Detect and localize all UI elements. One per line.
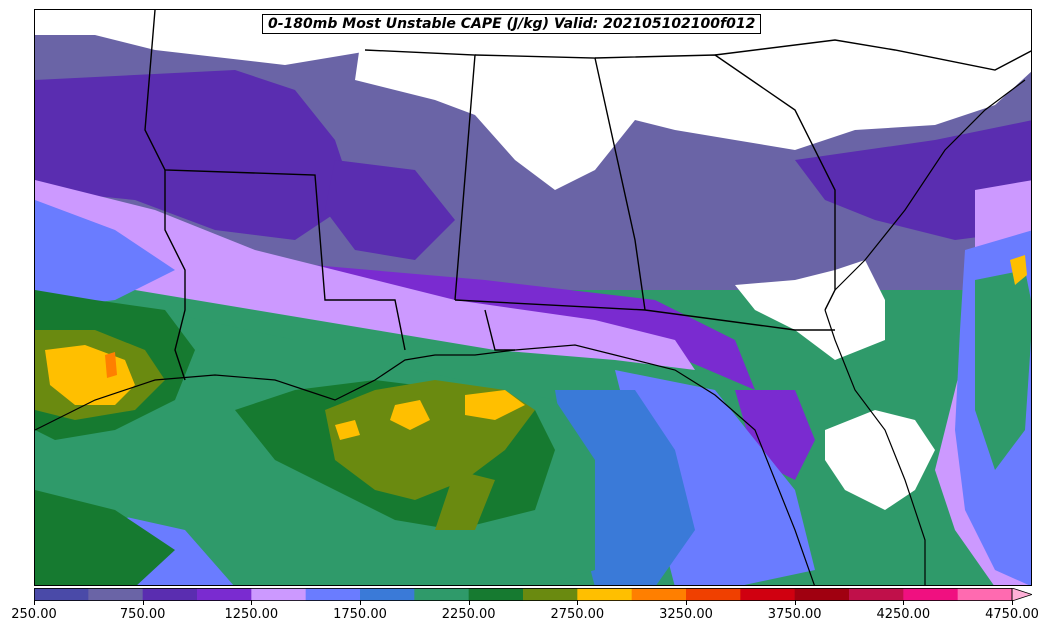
colorbar-tick-mark: [577, 600, 579, 605]
colorbar-segment: [34, 588, 89, 601]
colorbar-segment: [686, 588, 741, 601]
colorbar-tick-labels: 250.00 750.00 1250.00 1750.00 2250.00 2750.00…: [0, 600, 1042, 630]
colorbar-segment: [360, 588, 415, 601]
field-2750-atlantic: [1010, 255, 1027, 285]
colorbar-tick-label: 4750.00: [985, 607, 1039, 622]
colorbar-segment: [849, 588, 904, 601]
colorbar-segment: [631, 588, 687, 601]
colorbar-segment: [142, 588, 198, 601]
chart-title: 0-180mb Most Unstable CAPE (J/kg) Valid:…: [262, 14, 762, 34]
colorbar: [34, 588, 1032, 601]
colorbar-tick-label: 1750.00: [333, 607, 387, 622]
colorbar-tick-mark: [903, 600, 905, 605]
colorbar-segment: [468, 588, 524, 601]
colorbar-tick-label: 1250.00: [224, 607, 279, 622]
colorbar-segment: [414, 588, 470, 601]
colorbar-segment: [197, 588, 252, 601]
colorbar-tick-label: 3250.00: [659, 607, 713, 622]
colorbar-segment: [794, 588, 850, 601]
colorbar-tick-mark: [686, 600, 687, 605]
field-1500-west: [35, 200, 175, 310]
field-none-east: [735, 260, 885, 360]
field-750-central: [325, 160, 455, 260]
coastline: [35, 79, 1026, 585]
field-2750-gulf-a: [465, 390, 525, 420]
colorbar-tick-label: 750.00: [119, 607, 166, 622]
field-1250-band: [35, 180, 695, 370]
colorbar-segment: [251, 588, 307, 601]
field-3000-texas: [105, 352, 117, 378]
colorbar-segment: [577, 588, 633, 601]
field-2500-streak: [435, 470, 495, 530]
map-panel: [34, 9, 1032, 586]
colorbar-tick-mark: [468, 600, 470, 605]
colorbar-outline: [34, 588, 1013, 601]
field-2000-atlantic: [975, 270, 1031, 470]
field-2750-gulf-c: [335, 420, 360, 440]
field-none-florida: [825, 410, 935, 510]
colorbar-segment: [523, 588, 578, 601]
colorbar-tick-mark: [142, 600, 144, 605]
field-750-east: [795, 120, 1031, 240]
colorbar-tick-label: 4250.00: [876, 607, 931, 622]
colorbar-tick-mark: [360, 600, 361, 605]
field-2750-gulf-b: [390, 400, 430, 430]
colorbar-tick-mark: [251, 600, 253, 605]
colorbar-tick-mark: [794, 600, 796, 605]
field-750-west: [35, 70, 355, 240]
colorbar-tick-mark: [1012, 600, 1013, 605]
field-2250-gulf-south: [35, 490, 175, 585]
colorbar-segment: [305, 588, 361, 601]
colorbar-tick-label: 2750.00: [550, 607, 605, 622]
colorbar-tick-label: 2250.00: [441, 607, 496, 622]
colorbar-tick-mark: [34, 600, 35, 605]
colorbar-segment: [903, 588, 959, 601]
field-none-north: [355, 10, 1031, 190]
colorbar-tick-label: 250.00: [11, 607, 57, 622]
colorbar-segment: [88, 588, 144, 601]
cape-map: [35, 10, 1031, 585]
colorbar-tick-label: 3750.00: [767, 607, 822, 622]
state-borders: [144, 10, 1031, 381]
colorbar-segment: [957, 588, 1013, 601]
colorbar-segment: [740, 588, 796, 601]
